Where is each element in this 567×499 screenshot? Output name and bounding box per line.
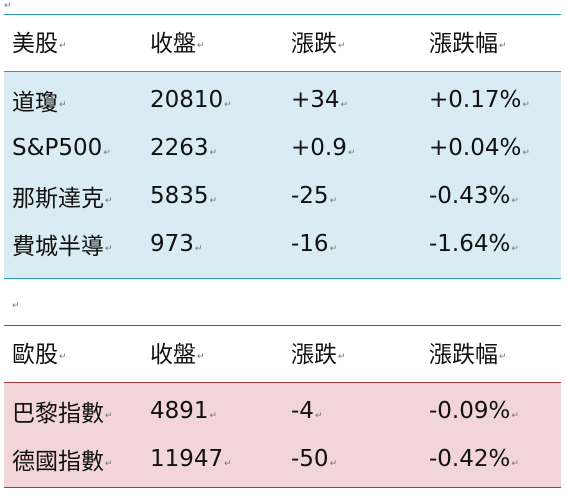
us-row-2-change: -25 ↵ (291, 183, 338, 209)
us-row-1-close: 2263 ↵ (150, 135, 218, 161)
us-row-0-change: +34 ↵ (291, 87, 349, 113)
eu-row-0-name: 巴黎指數 ↵ (12, 401, 113, 427)
us-row-1-change: +0.9 ↵ (291, 135, 356, 161)
table-row: 道瓊 ↵ 20810 ↵ +34 ↵ +0.17% ↵ (4, 76, 561, 124)
table-row: 費城半導 ↵ 973 ↵ -16 ↵ -1.64% ↵ (4, 220, 561, 268)
us-row-0-name: 道瓊 ↵ (12, 90, 67, 116)
us-row-3-change-pct: -1.64% ↵ (429, 231, 519, 257)
paragraph-mark-between: ↵ (12, 301, 20, 311)
eu-header-market: 歐股 ↵ (12, 342, 67, 368)
us-header-close: 收盤 ↵ (150, 31, 205, 57)
us-row-2-name: 那斯達克 ↵ (12, 186, 113, 212)
us-row-0-change-pct: +0.17% ↵ (429, 87, 530, 113)
eu-row-0-close: 4891 ↵ (150, 398, 218, 424)
eu-row-1-change: -50 ↵ (291, 446, 338, 472)
us-header-change: 漲跌 ↵ (291, 31, 346, 57)
us-row-2-change-pct: -0.43% ↵ (429, 183, 519, 209)
us-header-row: 美股 ↵ 收盤 ↵ 漲跌 ↵ 漲跌幅 ↵ (4, 15, 561, 71)
us-row-1-change-pct: +0.04% ↵ (429, 135, 530, 161)
eu-row-0-change: -4 ↵ (291, 398, 323, 424)
table-row: S&P500 ↵ 2263 ↵ +0.9 ↵ +0.04% ↵ (4, 124, 561, 172)
eu-header-change-pct: 漲跌幅 ↵ (429, 342, 507, 368)
table-row: 那斯達克 ↵ 5835 ↵ -25 ↵ -0.43% ↵ (4, 172, 561, 220)
paragraph-mark-top: ↵ (4, 1, 12, 11)
eu-row-1-close: 11947 ↵ (150, 446, 232, 472)
eu-row-0-change-pct: -0.09% ↵ (429, 398, 519, 424)
us-table-body: 道瓊 ↵ 20810 ↵ +34 ↵ +0.17% ↵ S&P500 ↵ 2263 ↵ +0… (4, 71, 561, 279)
us-row-0-close: 20810 ↵ (150, 87, 232, 113)
eu-header-change: 漲跌 ↵ (291, 342, 346, 368)
us-row-3-close: 973 ↵ (150, 231, 203, 257)
eu-row-1-name: 德國指數 ↵ (12, 449, 113, 475)
eu-table-body: 巴黎指數 ↵ 4891 ↵ -4 ↵ -0.09% ↵ 德國指數 ↵ 11947 ↵ -50… (4, 382, 561, 488)
eu-stock-table: 歐股 ↵ 收盤 ↵ 漲跌 ↵ 漲跌幅 ↵ 巴黎指數 ↵ 4891 ↵ -4 ↵ -0.09% ↵… (4, 325, 561, 488)
us-header-market: 美股 ↵ (12, 31, 67, 57)
eu-row-1-change-pct: -0.42% ↵ (429, 446, 519, 472)
table-row: 巴黎指數 ↵ 4891 ↵ -4 ↵ -0.09% ↵ (4, 387, 561, 435)
us-row-3-change: -16 ↵ (291, 231, 338, 257)
us-header-change-pct: 漲跌幅 ↵ (429, 31, 507, 57)
table-row: 德國指數 ↵ 11947 ↵ -50 ↵ -0.42% ↵ (4, 435, 561, 483)
us-row-1-name: S&P500 ↵ (12, 135, 111, 161)
us-row-3-name: 費城半導 ↵ (12, 234, 113, 260)
us-row-2-close: 5835 ↵ (150, 183, 218, 209)
eu-header-close: 收盤 ↵ (150, 342, 205, 368)
us-stock-table: 美股 ↵ 收盤 ↵ 漲跌 ↵ 漲跌幅 ↵ 道瓊 ↵ 20810 ↵ +34 ↵ +0.17% ↵… (4, 14, 561, 279)
eu-header-row: 歐股 ↵ 收盤 ↵ 漲跌 ↵ 漲跌幅 ↵ (4, 326, 561, 382)
